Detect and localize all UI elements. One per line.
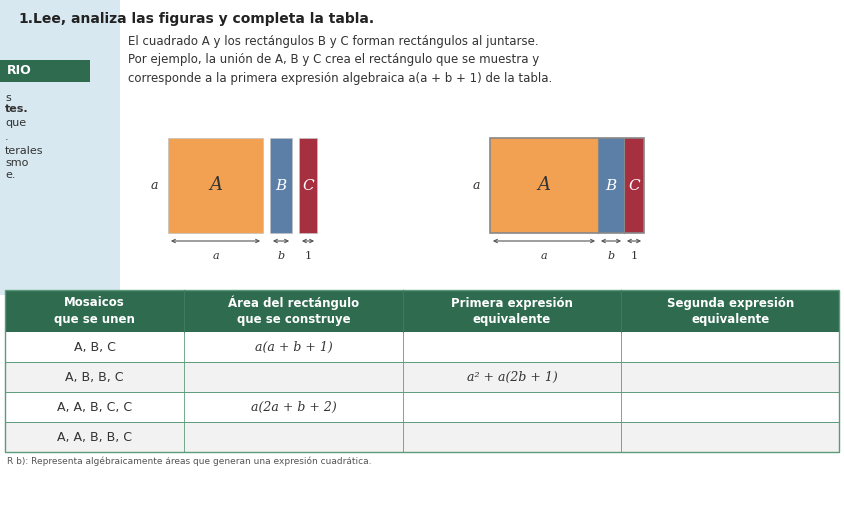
Text: a² + a(2b + 1): a² + a(2b + 1) [467, 371, 557, 383]
Text: A, A, B, B, C: A, A, B, B, C [57, 430, 133, 444]
Text: a(2a + b + 2): a(2a + b + 2) [251, 401, 337, 413]
Text: b: b [608, 251, 614, 261]
Text: .: . [5, 132, 8, 142]
Text: smo: smo [5, 158, 29, 168]
Text: R b): Representa algébraicamente áreas que generan una expresión cuadrática.: R b): Representa algébraicamente áreas q… [7, 457, 371, 467]
Text: B: B [605, 178, 617, 193]
FancyBboxPatch shape [0, 0, 120, 295]
Text: A, B, C: A, B, C [73, 341, 116, 354]
Text: 1: 1 [305, 251, 311, 261]
Text: e.: e. [5, 170, 15, 180]
FancyBboxPatch shape [299, 138, 317, 233]
Text: A: A [209, 176, 222, 194]
FancyBboxPatch shape [0, 60, 90, 82]
Text: Mosaicos
que se unen: Mosaicos que se unen [54, 297, 135, 325]
FancyBboxPatch shape [5, 392, 839, 422]
Text: RIO: RIO [7, 64, 32, 78]
Text: a(a + b + 1): a(a + b + 1) [255, 341, 333, 354]
Text: Primera expresión
equivalente: Primera expresión equivalente [452, 297, 573, 325]
Text: a: a [212, 251, 219, 261]
Text: A, B, B, C: A, B, B, C [65, 371, 124, 383]
FancyBboxPatch shape [5, 332, 839, 362]
Text: A: A [538, 176, 550, 194]
Text: que: que [5, 118, 26, 128]
Text: 1: 1 [630, 251, 637, 261]
FancyBboxPatch shape [490, 138, 598, 233]
FancyBboxPatch shape [598, 138, 624, 233]
Text: a: a [150, 179, 158, 192]
Text: b: b [278, 251, 284, 261]
Text: Segunda expresión
equivalente: Segunda expresión equivalente [667, 297, 794, 325]
FancyBboxPatch shape [270, 138, 292, 233]
Text: A, A, B, C, C: A, A, B, C, C [57, 401, 133, 413]
Text: Área del rectángulo
que se construye: Área del rectángulo que se construye [228, 296, 360, 326]
Text: B: B [275, 178, 287, 193]
Text: a: a [473, 179, 479, 192]
Text: El cuadrado A y los rectángulos B y C forman rectángulos al juntarse.
Por ejempl: El cuadrado A y los rectángulos B y C fo… [128, 35, 552, 85]
Text: s: s [5, 93, 11, 103]
Text: a: a [541, 251, 547, 261]
FancyBboxPatch shape [5, 290, 839, 332]
Text: C: C [302, 178, 314, 193]
Text: tes.: tes. [5, 104, 29, 114]
FancyBboxPatch shape [624, 138, 644, 233]
FancyBboxPatch shape [5, 422, 839, 452]
Text: Lee, analiza las figuras y completa la tabla.: Lee, analiza las figuras y completa la t… [33, 12, 374, 26]
Text: terales: terales [5, 146, 44, 156]
Text: 1.: 1. [18, 12, 33, 26]
FancyBboxPatch shape [5, 362, 839, 392]
Text: C: C [628, 178, 640, 193]
FancyBboxPatch shape [168, 138, 263, 233]
